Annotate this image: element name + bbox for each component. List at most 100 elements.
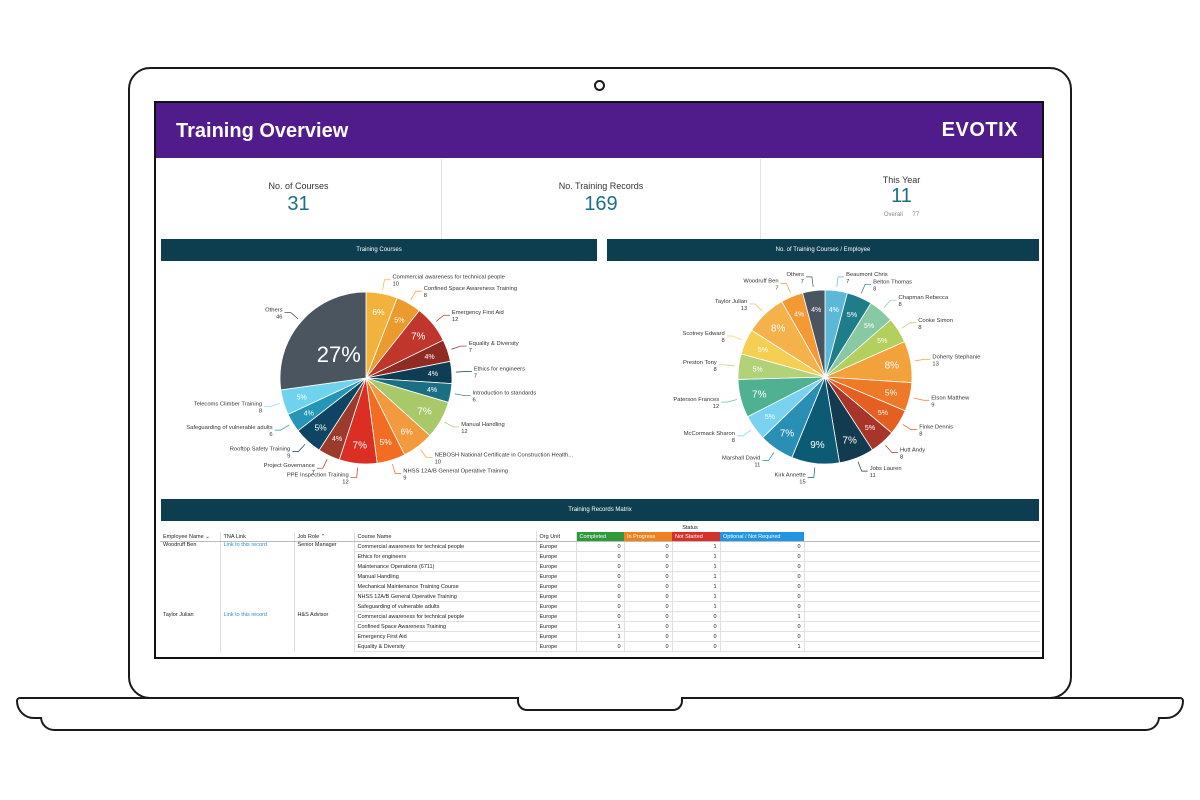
pie-outer-value: 10 xyxy=(392,282,398,288)
status-header-0[interactable]: Completed xyxy=(576,532,624,542)
kpi-records[interactable]: No. Training Records 169 xyxy=(442,159,761,239)
pie-leader-line xyxy=(902,424,918,431)
kpi-courses[interactable]: No. of Courses 31 xyxy=(156,159,442,239)
table-row: Taylor Julian Link to this record H&S Advi… xyxy=(160,611,1040,652)
pie-leader-line xyxy=(883,299,897,309)
table-row: Maintenance Operations (6711) Europe 0 0 1 0 xyxy=(160,561,1040,572)
status-value-cell: 0 xyxy=(624,601,673,612)
pie-leader-line xyxy=(762,452,775,462)
course-name-cell: Emergency First Aid xyxy=(354,631,537,642)
status-value-cell: 1 xyxy=(576,621,625,632)
status-value-cell: 0 xyxy=(624,621,673,632)
table-row: NHSS 12A/B General Operative Training Eur… xyxy=(160,591,1040,602)
status-header-2[interactable]: Not Started xyxy=(672,532,720,542)
pie-leader-line xyxy=(292,444,306,452)
status-value-cell: 0 xyxy=(624,631,673,642)
pie-slice-percent: 5% xyxy=(877,338,887,345)
column-header-4[interactable]: Org Unit xyxy=(536,532,577,542)
pie-outer-label: Hutt Andy xyxy=(900,448,925,454)
pie-outer-label: Beaumont Chris xyxy=(846,272,888,278)
pie-outer-label: Doherty Stephanie xyxy=(932,354,980,360)
org-unit-cell: Europe xyxy=(536,631,577,642)
tna-link[interactable]: Link to this record xyxy=(220,541,295,612)
status-value-cell: 0 xyxy=(624,611,673,622)
pie-leader-line xyxy=(901,322,917,329)
pie-slice[interactable] xyxy=(279,291,367,391)
course-name-cell: Equality & Diversity xyxy=(354,641,537,652)
pie-leader-line xyxy=(913,397,930,401)
pie-outer-value: 8 xyxy=(259,408,262,414)
status-value-cell: 1 xyxy=(672,601,721,612)
org-unit-cell: Europe xyxy=(536,641,577,652)
pie-outer-label: Finke Dennis xyxy=(919,425,953,431)
org-unit-cell: Europe xyxy=(536,551,577,562)
table-row: Safeguarding of vulnerable adults Europe 0… xyxy=(160,601,1040,612)
pie-outer-value: 12 xyxy=(452,317,458,323)
pie-slice-percent: 4% xyxy=(811,307,821,314)
employee-courses-panel-title: No. of Training Courses / Employee xyxy=(607,239,1039,261)
pie-slice-percent: 4% xyxy=(304,410,314,417)
course-name-cell: Ethics for engineers xyxy=(354,551,537,562)
status-spacer xyxy=(160,523,576,532)
pie-outer-value: 8 xyxy=(424,293,427,299)
pie-outer-label: Project Governance xyxy=(264,463,315,469)
page-title: Training Overview xyxy=(176,120,349,142)
pie-outer-value: 12 xyxy=(713,404,719,410)
pie-slice-percent: 27% xyxy=(317,342,361,367)
kpi-this-year[interactable]: This Year 11 Overall 77 xyxy=(761,159,1042,239)
org-unit-cell: Europe xyxy=(536,541,577,552)
pie-slice-percent: 6% xyxy=(372,307,385,317)
kpi-overall-label: Overall xyxy=(883,212,903,218)
pie-outer-label: NEBOSH National Certificate in Construct… xyxy=(435,453,574,459)
org-unit-cell: Europe xyxy=(536,581,577,592)
training-courses-panel-title: Training Courses xyxy=(161,239,597,261)
pie-leader-line xyxy=(718,364,735,367)
pie-slice-percent: 8% xyxy=(885,361,900,372)
employee-name-cell: Taylor Julian xyxy=(160,611,221,652)
kpi-this-year-label: This Year xyxy=(882,175,921,185)
status-value-cell: 0 xyxy=(624,551,673,562)
pie-leader-line xyxy=(807,467,816,478)
course-name-cell: Safeguarding of vulnerable adults xyxy=(354,601,537,612)
status-value-cell: 0 xyxy=(720,581,805,592)
pie-outer-value: 9 xyxy=(287,454,290,460)
status-value-cell: 0 xyxy=(624,561,673,572)
status-value-cell: 0 xyxy=(576,611,625,622)
pie-outer-value: 46 xyxy=(276,314,282,320)
employee-name-cell: Woodruff Ben xyxy=(160,541,221,612)
pie-slice-percent: 6% xyxy=(400,426,413,436)
org-unit-cell: Europe xyxy=(536,601,577,612)
pie-outer-value: 15 xyxy=(799,479,805,485)
status-value-cell: 0 xyxy=(624,581,673,592)
pie-outer-value: 11 xyxy=(754,463,760,469)
status-header-3[interactable]: Optional / Not Required xyxy=(720,532,804,542)
column-header-0[interactable]: Employee Name ⌄ xyxy=(160,532,221,542)
column-header-3[interactable]: Course Name xyxy=(354,532,537,542)
pie-outer-label: Taylor Julian xyxy=(715,299,747,305)
pie-outer-value: 9 xyxy=(931,402,934,408)
status-value-cell: 0 xyxy=(720,601,805,612)
status-value-cell: 0 xyxy=(672,611,721,622)
column-header-1[interactable]: TNA Link xyxy=(220,532,295,542)
status-header-1[interactable]: In Progress xyxy=(624,532,672,542)
pie-leader-line xyxy=(435,314,450,322)
job-role-cell: Senior Manager xyxy=(294,541,355,612)
pie-outer-value: 6 xyxy=(269,432,272,438)
pie-slice-percent: 5% xyxy=(864,323,874,330)
org-unit-cell: Europe xyxy=(536,591,577,602)
pie-slice-percent: 7% xyxy=(752,389,767,400)
pie-outer-label: Jobs Lauren xyxy=(870,466,902,472)
tna-link[interactable]: Link to this record xyxy=(220,611,295,652)
pie-slice[interactable] xyxy=(802,289,826,378)
pie-outer-label: Safeguarding of vulnerable adults xyxy=(186,425,272,431)
pie-leader-line xyxy=(780,283,791,293)
column-header-2[interactable]: Job Role ⌃ xyxy=(294,532,355,542)
pie-outer-label: PPE Inspection Training xyxy=(287,473,349,479)
status-value-cell: 0 xyxy=(720,631,805,642)
status-value-cell: 1 xyxy=(672,541,721,552)
pie-outer-value: 9 xyxy=(403,476,406,482)
evotix-logo: EVOTIX xyxy=(941,119,1018,141)
pie-outer-label: Manual Handling xyxy=(461,422,505,428)
pie-leader-line xyxy=(805,276,814,287)
status-value-cell: 0 xyxy=(576,551,625,562)
